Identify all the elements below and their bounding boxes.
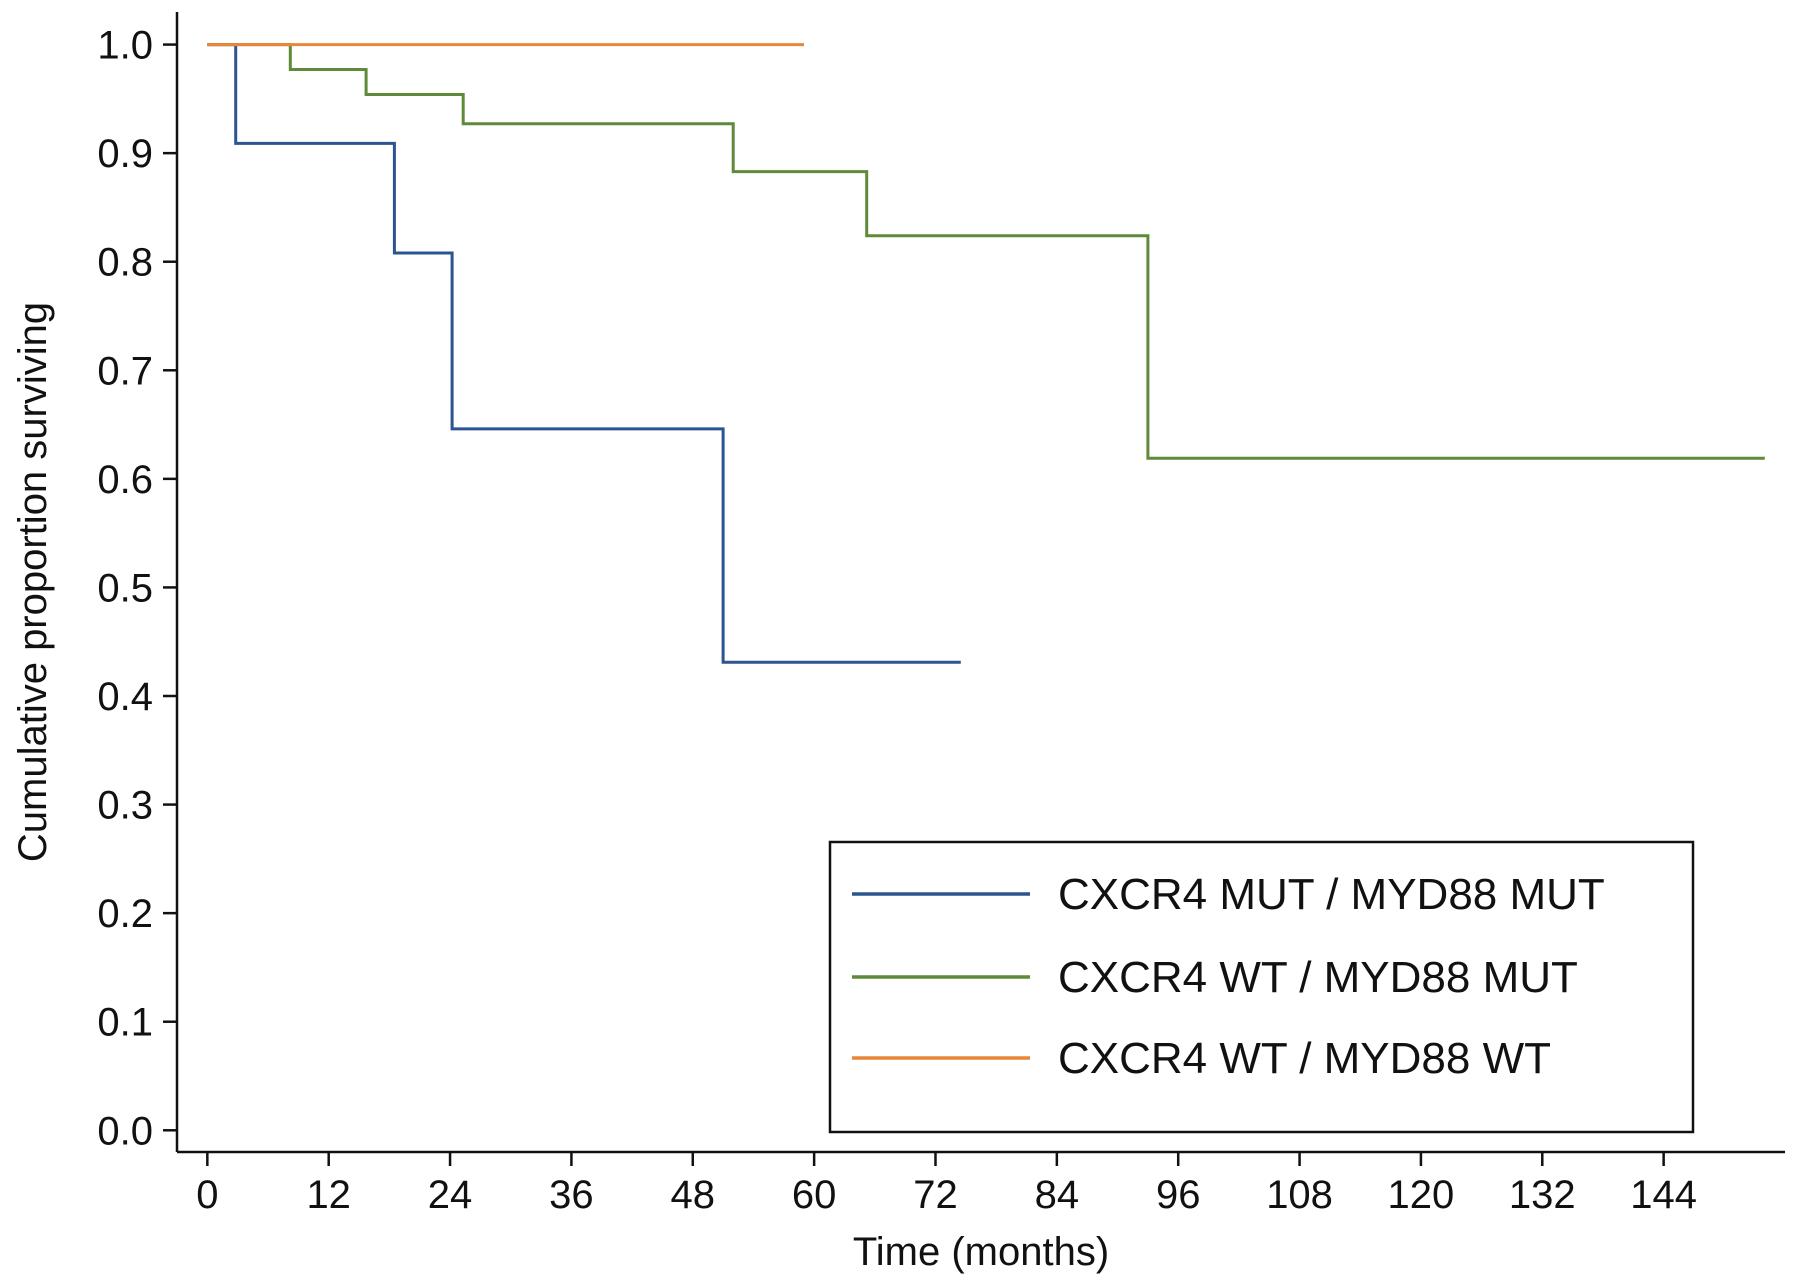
legend-label-2: CXCR4 WT / MYD88 MUT <box>1058 953 1578 1002</box>
y-tick-label: 0.6 <box>97 458 153 502</box>
x-axis-title: Time (months) <box>853 1230 1109 1274</box>
x-tick-label: 12 <box>306 1173 351 1217</box>
y-tick-label: 1.0 <box>97 24 153 68</box>
legend-label-1: CXCR4 MUT / MYD88 MUT <box>1058 870 1605 919</box>
y-tick-label: 0.1 <box>97 1001 153 1045</box>
y-tick-label: 0.8 <box>97 241 153 285</box>
y-tick-label: 0.4 <box>97 675 153 719</box>
y-tick-label: 0.9 <box>97 132 153 176</box>
x-tick-label: 48 <box>671 1173 716 1217</box>
series-layer <box>207 43 1765 664</box>
series-line-1 <box>207 43 961 664</box>
x-tick-label: 120 <box>1388 1173 1455 1217</box>
series-line-2 <box>207 43 1765 460</box>
y-tick-label: 0.7 <box>97 349 153 393</box>
legend-label-3: CXCR4 WT / MYD88 WT <box>1058 1034 1551 1083</box>
legend-box <box>828 840 1695 1134</box>
x-tick-label: 84 <box>1035 1173 1080 1217</box>
x-tick-label: 24 <box>428 1173 473 1217</box>
legend: CXCR4 MUT / MYD88 MUT CXCR4 WT / MYD88 MU… <box>828 840 1695 1134</box>
y-tick-label: 0.5 <box>97 566 153 610</box>
y-tick-label: 0.3 <box>97 784 153 828</box>
x-tick-label: 72 <box>913 1173 958 1217</box>
x-tick-label: 144 <box>1630 1173 1697 1217</box>
x-tick-label: 0 <box>196 1173 218 1217</box>
x-tick-label: 36 <box>549 1173 594 1217</box>
x-tick-label: 108 <box>1266 1173 1333 1217</box>
y-tick-label: 0.2 <box>97 892 153 936</box>
x-tick-label: 132 <box>1509 1173 1576 1217</box>
y-tick-label: 0.0 <box>97 1109 153 1153</box>
x-tick-label: 60 <box>792 1173 837 1217</box>
x-tick-label: 96 <box>1156 1173 1201 1217</box>
axes: 0.0 0.1 0.2 0.3 0.4 0.5 0.6 0.7 0.8 0.9 1.0 0 12 24 36… <box>97 12 1785 1217</box>
y-axis-title: Cumulative proportion surviving <box>11 302 55 862</box>
